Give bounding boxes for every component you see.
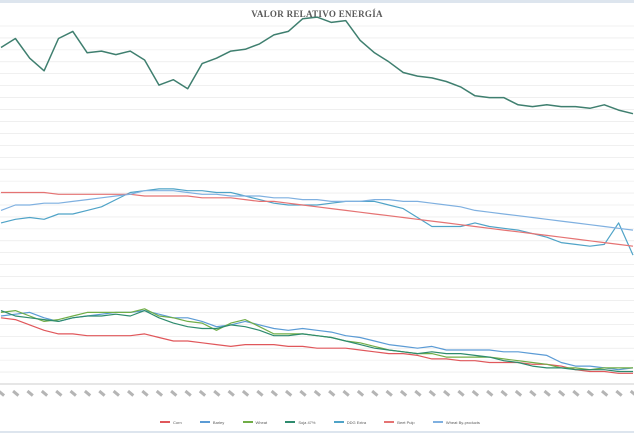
x-tick-label [385, 389, 393, 397]
legend-label: Beet Pulp [397, 419, 415, 425]
x-tick-label [414, 389, 422, 397]
legend-swatch [384, 421, 395, 423]
x-tick-label [629, 389, 634, 397]
x-tick-label [399, 389, 408, 397]
x-tick-label [112, 389, 120, 397]
x-tick-label [328, 389, 336, 397]
x-tick-label [213, 389, 221, 397]
x-tick-label [270, 389, 278, 397]
x-tick-label [227, 389, 235, 397]
x-tick-label [514, 389, 523, 397]
legend-entry: Barley [199, 419, 225, 425]
series-lines [0, 16, 634, 374]
x-tick-label [428, 389, 436, 397]
x-tick-label [141, 389, 149, 397]
chart-title: VALOR RELATIVO ENERGÍA [251, 9, 383, 19]
legend-entry: Wheat By-products [432, 419, 480, 425]
legend-label: Wheat [255, 419, 268, 425]
x-tick-label [198, 389, 207, 397]
legend-label: Corn [173, 419, 182, 425]
legend-entry: Beet Pulp [384, 419, 415, 425]
legend-swatch [242, 421, 253, 423]
legend-label: Barley [212, 419, 225, 425]
x-tick-label [313, 389, 322, 397]
x-tick-label [127, 389, 135, 397]
x-tick-label [155, 389, 164, 397]
legend-swatch [285, 421, 296, 423]
legend-entry: Corn [160, 420, 182, 425]
x-tick-label [529, 389, 537, 397]
series-line-beet-pulp [1, 191, 634, 247]
x-tick-label [98, 389, 106, 397]
legend-swatch [199, 421, 210, 423]
legend-entry: Soja 47% [285, 420, 315, 425]
x-tick-label [170, 389, 178, 397]
x-tick-label [184, 389, 192, 397]
x-tick-label [55, 389, 63, 397]
gridlines [0, 25, 634, 385]
x-tick-label [457, 389, 465, 397]
x-tick-label [586, 389, 594, 397]
x-tick-label [69, 389, 77, 397]
x-tick-labels [0, 389, 634, 397]
x-tick-label [615, 389, 623, 397]
x-tick-label [26, 389, 34, 397]
legend-swatch [160, 421, 170, 423]
x-tick-label [83, 389, 92, 397]
series-line-wheat [0, 308, 633, 371]
legend-swatch [432, 421, 443, 423]
x-tick-label [12, 389, 20, 397]
series-line-corn [0, 317, 633, 374]
legend-swatch [333, 421, 344, 423]
series-line-barley [0, 310, 634, 371]
x-tick-label [299, 389, 307, 397]
x-tick-label [500, 389, 508, 397]
x-tick-label [572, 389, 580, 397]
series-line-soja-47- [0, 310, 633, 373]
x-tick-label [371, 389, 379, 397]
x-tick-label [443, 389, 451, 397]
x-tick-label [557, 389, 566, 397]
legend-entry: DDG Extra [333, 419, 367, 425]
legend: Corn Barley Wheat Soja 47% DDG Extra Beet Pul… [160, 417, 480, 427]
legend-entry: Wheat [242, 419, 268, 425]
legend-label: Soja 47% [298, 419, 316, 425]
legend-label: Wheat By-products [445, 419, 480, 425]
x-tick-label [40, 389, 49, 397]
legend-label: DDG Extra [346, 419, 367, 425]
x-tick-label [285, 389, 293, 397]
x-tick-label [486, 389, 494, 397]
series-line-wheat-by-products [0, 190, 634, 231]
x-tick-label [241, 389, 250, 397]
x-tick-label [543, 389, 551, 397]
x-tick-label [342, 389, 350, 397]
x-tick-label [471, 389, 480, 397]
x-tick-label [601, 389, 609, 397]
x-tick-label [256, 389, 264, 397]
series-line-unnamed [0, 16, 634, 115]
x-tick-label [0, 389, 6, 397]
x-tick-label [356, 389, 365, 397]
